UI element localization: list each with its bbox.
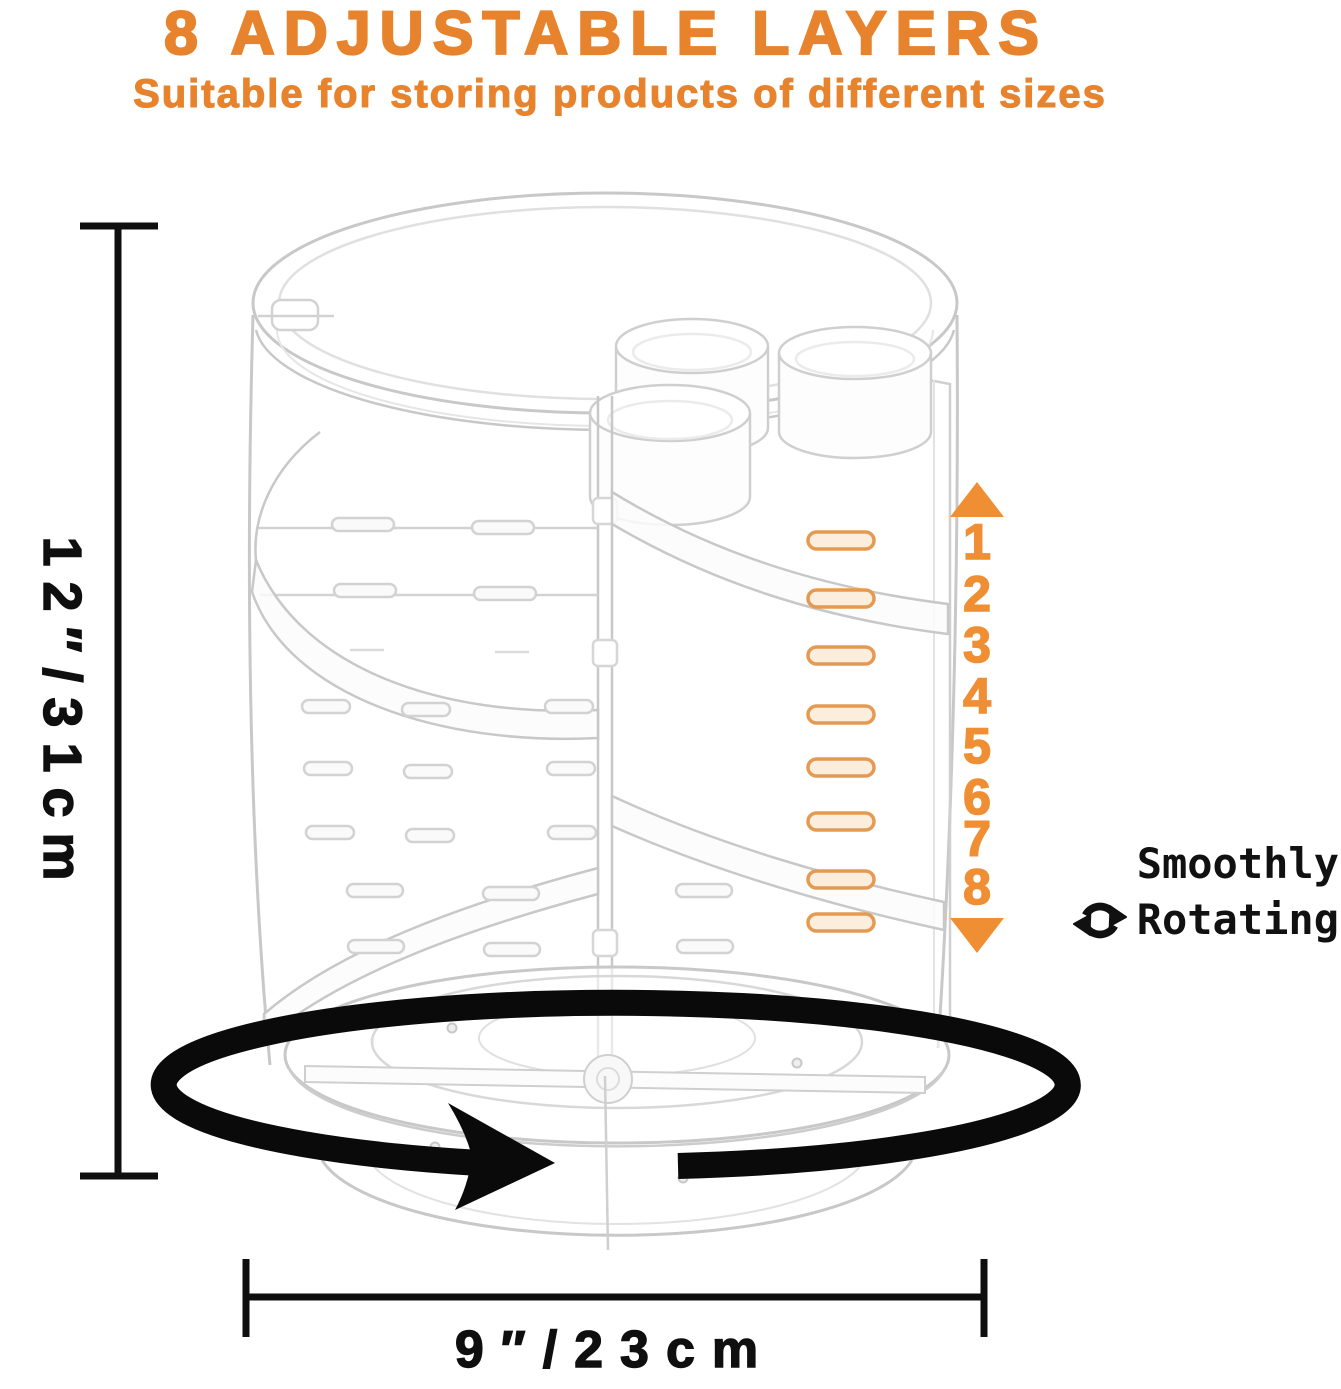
layer-number: 1 bbox=[962, 514, 991, 570]
rotation-arrow bbox=[150, 989, 1081, 1210]
cylinder-body bbox=[247, 314, 959, 1066]
layer-number: 2 bbox=[962, 566, 991, 622]
layer-number: 3 bbox=[962, 617, 991, 673]
rotation-note-line2: Rotating bbox=[1136, 895, 1339, 944]
scale-up-arrow-icon bbox=[950, 482, 1004, 517]
width-dimension-label: 9″/23cm bbox=[454, 1320, 776, 1379]
slot-holes bbox=[300, 516, 735, 958]
rotation-note-line1: Smoothly bbox=[1136, 839, 1339, 888]
rotating-arrows-icon bbox=[1072, 902, 1127, 939]
layer-number: 5 bbox=[962, 718, 991, 774]
side-panel bbox=[863, 366, 952, 1034]
layer-number: 4 bbox=[962, 668, 991, 724]
layer-number: 8 bbox=[962, 859, 991, 915]
lipstick-cups bbox=[588, 317, 933, 527]
layer-number: 6 bbox=[962, 769, 991, 825]
rotation-note: Smoothly Rotating bbox=[1072, 836, 1339, 948]
dimension-lines bbox=[80, 222, 988, 1337]
adjustment-slots bbox=[806, 530, 876, 933]
height-dimension-label: 12″/31cm bbox=[31, 536, 92, 896]
page-title: 8 ADJUSTABLE LAYERS bbox=[163, 0, 1048, 67]
scale-down-arrow-icon bbox=[950, 918, 1004, 953]
layer-number: 7 bbox=[962, 811, 991, 867]
page-subtitle: Suitable for storing products of differe… bbox=[133, 71, 1107, 116]
